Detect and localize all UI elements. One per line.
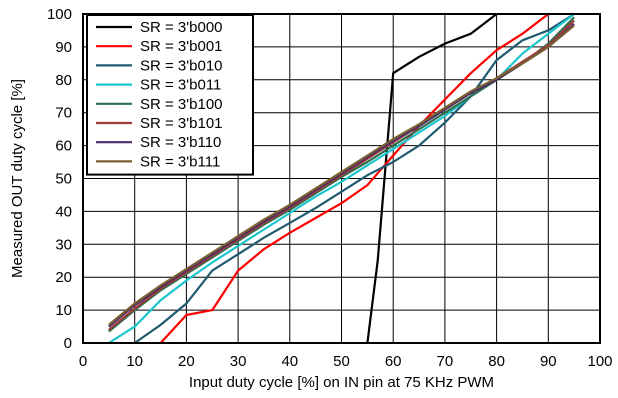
y-tick-label: 40 [55, 203, 72, 220]
y-tick-label: 90 [55, 39, 72, 56]
legend-label: SR = 3'b110 [140, 134, 221, 151]
x-tick-label: 50 [333, 353, 350, 370]
series-line-sr-3-b010 [134, 13, 575, 344]
y-axis-ticks: 0 10 20 30 40 50 60 70 80 90 100 [47, 6, 72, 352]
x-axis-ticks: 0 10 20 30 40 50 60 70 80 90 100 [79, 353, 613, 370]
y-tick-label: 80 [55, 72, 72, 89]
y-axis-title: Measured OUT duty cycle [%] [9, 79, 26, 278]
legend-label: SR = 3'b101 [140, 115, 223, 132]
legend-label: SR = 3'b111 [140, 153, 220, 170]
x-tick-label: 100 [587, 353, 612, 370]
legend-label: SR = 3'b001 [140, 38, 223, 55]
series-line-sr-3-b111 [108, 24, 575, 326]
series-lines [108, 13, 575, 344]
x-tick-label: 60 [385, 353, 402, 370]
x-tick-label: 80 [488, 353, 505, 370]
legend-label: SR = 3'b010 [140, 57, 223, 74]
series-line-sr-3-b000 [366, 13, 498, 344]
x-tick-label: 90 [540, 353, 557, 370]
series-line-sr-3-b110 [108, 23, 575, 328]
y-tick-label: 70 [55, 105, 72, 122]
y-tick-label: 30 [55, 236, 72, 253]
legend-label: SR = 3'b000 [140, 19, 223, 36]
series-line-sr-3-b001 [159, 13, 549, 344]
y-tick-label: 100 [47, 6, 72, 23]
y-tick-label: 60 [55, 138, 72, 155]
x-tick-label: 0 [79, 353, 87, 370]
x-tick-label: 40 [281, 353, 298, 370]
x-axis-title: Input duty cycle [%] on IN pin at 75 KHz… [189, 374, 494, 391]
x-tick-label: 70 [437, 353, 454, 370]
x-tick-label: 20 [178, 353, 195, 370]
x-tick-label: 10 [126, 353, 143, 370]
legend-label: SR = 3'b011 [140, 77, 221, 94]
legend-box [86, 14, 254, 176]
y-tick-label: 50 [55, 171, 72, 188]
legend: SR = 3'b000 SR = 3'b001 SR = 3'b010 SR = 3'… [86, 14, 254, 176]
x-tick-label: 30 [230, 353, 247, 370]
y-tick-label: 0 [64, 335, 72, 352]
legend-label: SR = 3'b100 [140, 96, 223, 113]
plot-frame [82, 13, 601, 344]
y-tick-label: 10 [55, 302, 72, 319]
y-tick-label: 20 [55, 269, 72, 286]
